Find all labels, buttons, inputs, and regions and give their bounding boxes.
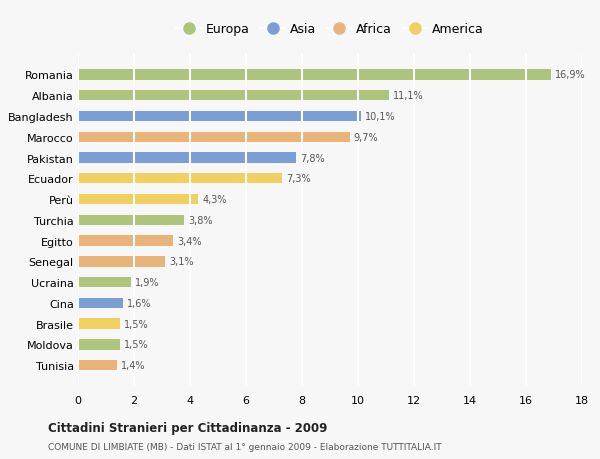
Text: 3,1%: 3,1%: [169, 257, 193, 267]
Bar: [78, 277, 131, 288]
Text: 11,1%: 11,1%: [393, 91, 424, 101]
Bar: [78, 70, 551, 80]
Text: 16,9%: 16,9%: [556, 70, 586, 80]
Text: 1,5%: 1,5%: [124, 319, 149, 329]
Text: 7,8%: 7,8%: [301, 153, 325, 163]
Bar: [78, 153, 296, 163]
Text: 1,9%: 1,9%: [136, 278, 160, 287]
Text: 3,4%: 3,4%: [178, 236, 202, 246]
Text: Cittadini Stranieri per Cittadinanza - 2009: Cittadini Stranieri per Cittadinanza - 2…: [48, 421, 328, 434]
Text: 4,3%: 4,3%: [203, 195, 227, 205]
Text: 1,4%: 1,4%: [121, 360, 146, 370]
Text: 1,5%: 1,5%: [124, 340, 149, 350]
Bar: [78, 215, 184, 225]
Bar: [78, 91, 389, 101]
Text: 3,8%: 3,8%: [188, 215, 213, 225]
Bar: [78, 236, 173, 246]
Legend: Europa, Asia, Africa, America: Europa, Asia, Africa, America: [171, 18, 489, 41]
Bar: [78, 195, 199, 205]
Text: 7,3%: 7,3%: [287, 174, 311, 184]
Bar: [78, 112, 361, 122]
Bar: [78, 319, 120, 329]
Bar: [78, 360, 117, 370]
Text: 1,6%: 1,6%: [127, 298, 151, 308]
Text: COMUNE DI LIMBIATE (MB) - Dati ISTAT al 1° gennaio 2009 - Elaborazione TUTTITALI: COMUNE DI LIMBIATE (MB) - Dati ISTAT al …: [48, 442, 442, 451]
Bar: [78, 340, 120, 350]
Text: 9,7%: 9,7%: [354, 133, 379, 142]
Bar: [78, 174, 283, 184]
Bar: [78, 298, 123, 308]
Bar: [78, 132, 350, 143]
Bar: [78, 257, 165, 267]
Text: 10,1%: 10,1%: [365, 112, 395, 122]
